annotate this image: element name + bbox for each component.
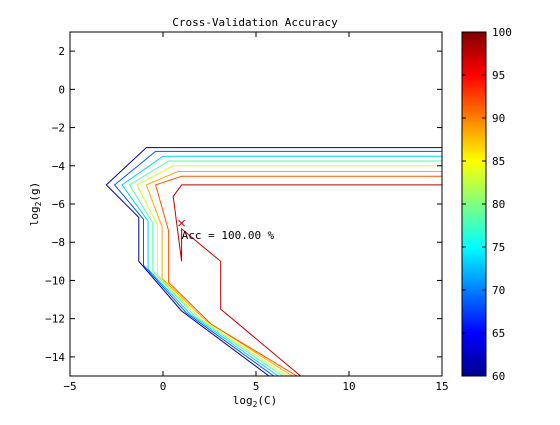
x-axis-label-subscript: 2 <box>253 400 258 409</box>
colorbar-tick-label: 70 <box>492 284 505 297</box>
y-tick-label: 0 <box>58 83 65 96</box>
x-axis-label: log2(C) <box>233 394 278 409</box>
colorbar-tick-label: 65 <box>492 327 505 340</box>
y-tick-label: −2 <box>52 122 65 135</box>
y-tick-label: −10 <box>45 274 65 287</box>
y-tick-label: −6 <box>52 198 65 211</box>
y-tick-label: −12 <box>45 313 65 326</box>
x-tick-label: 15 <box>435 380 448 393</box>
contour-line-95 <box>172 184 442 376</box>
y-axis-label-subscript: 2 <box>34 201 43 206</box>
contour-line-60 <box>105 147 442 376</box>
colorbar-tick-label: 80 <box>492 198 505 211</box>
y-axis-label: log2(g) <box>28 182 43 227</box>
chart-title: Cross-Validation Accuracy <box>172 16 338 29</box>
colorbar-tick-label: 90 <box>492 112 505 125</box>
x-tick-label: 0 <box>160 380 167 393</box>
y-tick-label: −4 <box>52 160 66 173</box>
contour-line-65 <box>113 150 442 376</box>
best-accuracy-annotation: Acc = 100.00 % <box>182 229 275 242</box>
contour-line-70 <box>121 155 442 376</box>
x-tick-label: 5 <box>253 380 260 393</box>
colorbar-tick-label: 95 <box>492 69 505 82</box>
y-tick-label: 2 <box>58 45 65 58</box>
contour-line-75 <box>128 160 442 376</box>
contour-line-80 <box>136 165 442 376</box>
x-tick-label: 10 <box>342 380 355 393</box>
colorbar-tick-label: 85 <box>492 155 505 168</box>
contour-line-90 <box>154 175 442 376</box>
colorbar: 60 65 70 75 80 85 90 95 100 <box>461 26 512 383</box>
colorbar-tick-label: 100 <box>492 26 512 39</box>
colorbar-tick-label: 75 <box>492 241 505 254</box>
colorbar-tick-label: 60 <box>492 370 505 383</box>
best-point-marker <box>178 219 185 227</box>
x-tick-label: −5 <box>63 380 76 393</box>
contour-lines <box>105 147 442 376</box>
y-tick-label: −14 <box>45 351 65 364</box>
contour-line-85 <box>145 171 442 376</box>
y-tick-label: −8 <box>52 236 65 249</box>
